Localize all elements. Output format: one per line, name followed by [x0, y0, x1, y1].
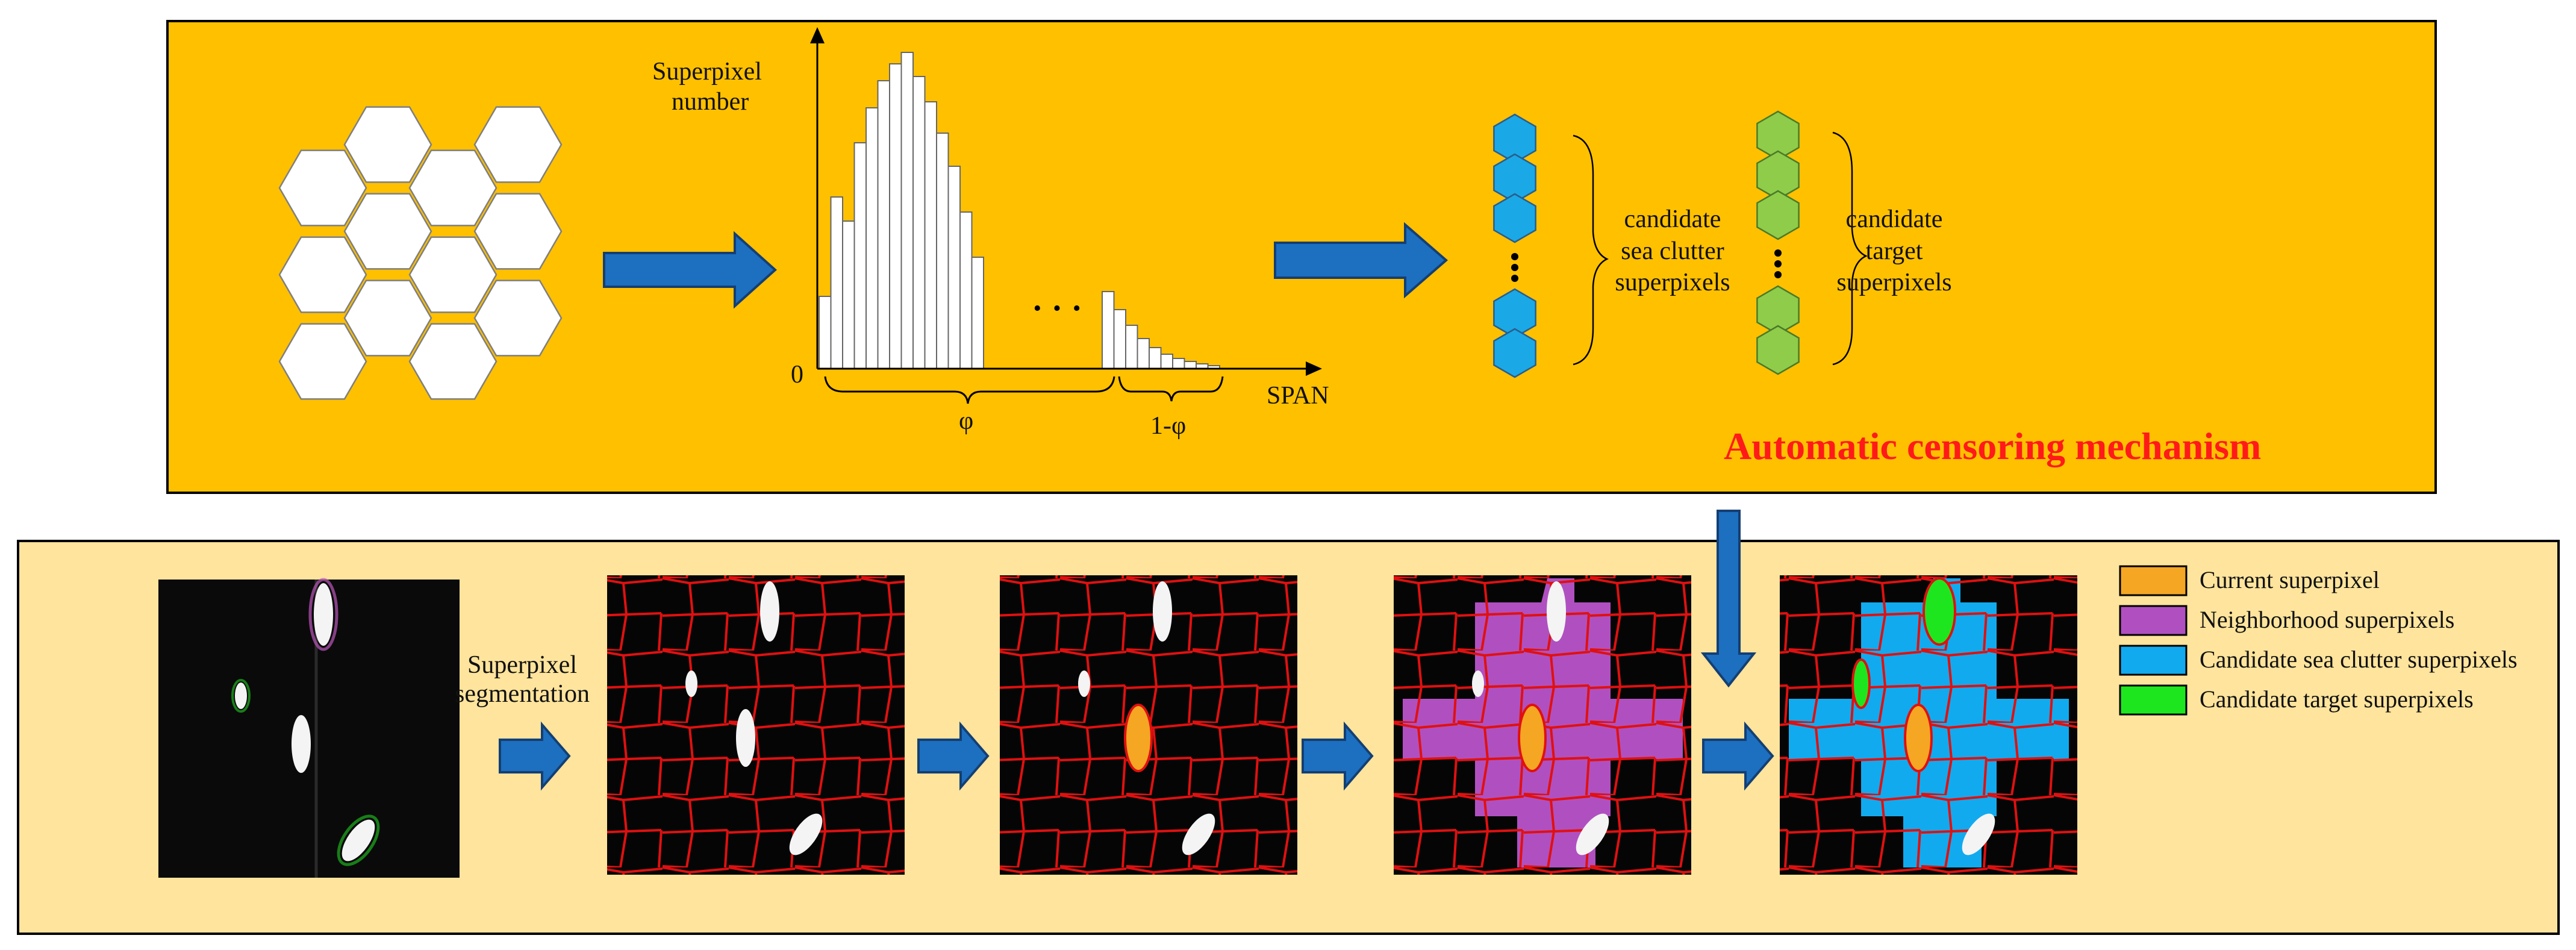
hexagon-cell — [343, 106, 432, 183]
sea-clutter-brace — [1573, 134, 1609, 366]
histogram-bar — [877, 80, 890, 369]
current-superpixel — [1124, 704, 1153, 772]
sea-clutter-dots-icon — [1511, 253, 1518, 282]
histogram-bar — [1113, 309, 1126, 369]
y-axis-label-line1: Superpixel — [652, 58, 762, 86]
legend-item: Candidate sea clutter superpixels — [2119, 645, 2518, 676]
target-dots-icon — [1774, 249, 1782, 278]
histogram-bar — [959, 211, 973, 369]
legend-label-target: Candidate target superpixels — [2200, 686, 2474, 713]
ellipsis: · · · — [1032, 290, 1082, 327]
legend-item: Candidate target superpixels — [2119, 684, 2474, 716]
histogram-bar — [853, 142, 867, 369]
hexagon-cell — [473, 193, 563, 270]
arrow-right-small — [917, 721, 990, 791]
stack-hexagon — [1493, 328, 1536, 378]
arrow-right-small — [1702, 721, 1774, 791]
stack-hexagon — [1756, 325, 1800, 375]
one-minus-phi-brace — [1118, 376, 1224, 402]
sea-clutter-label-line3: superpixels — [1615, 269, 1730, 296]
target-region — [1923, 577, 1956, 646]
sea-clutter-hex-stack — [1493, 113, 1536, 378]
legend-swatch-neighborhood — [2119, 605, 2188, 636]
sar-image — [158, 578, 460, 878]
hexagon-cell — [408, 149, 497, 227]
sea-clutter-label-line2: sea clutter — [1621, 237, 1724, 265]
legend-swatch-target — [2119, 684, 2188, 716]
target-label-line1: candidate — [1846, 205, 1943, 233]
phi-brace — [824, 376, 1115, 404]
histogram-bar — [936, 133, 949, 369]
current-superpixel — [1904, 704, 1933, 772]
small-arrows — [499, 721, 1774, 791]
hexagon-grid — [278, 106, 563, 400]
target-region — [1851, 658, 1871, 709]
arrow-down — [1700, 510, 1757, 688]
legend: Current superpixel Neighborhood superpix… — [2119, 565, 2518, 716]
histogram-bars — [819, 52, 1220, 369]
x-axis-label: SPAN — [1267, 382, 1329, 410]
stack-hexagon — [1756, 190, 1800, 240]
arrow-right-2 — [1274, 222, 1449, 299]
target-label-line3: superpixels — [1836, 269, 1951, 296]
histogram-bar — [1137, 338, 1150, 369]
histogram-bar — [819, 296, 832, 369]
histogram-bar — [830, 196, 843, 369]
hexagon-cell — [473, 106, 563, 183]
legend-label-current: Current superpixel — [2200, 566, 2380, 593]
legend-label-neighborhood: Neighborhood superpixels — [2200, 606, 2454, 633]
legend-label-sea-clutter: Candidate sea clutter superpixels — [2200, 646, 2518, 673]
histogram-bar — [1172, 358, 1185, 369]
mechanism-title: Automatic censoring mechanism — [1724, 425, 2261, 467]
histogram-bar — [947, 166, 961, 369]
stack-hexagon — [1493, 193, 1536, 243]
y-axis-label-line2: number — [672, 88, 749, 116]
legend-item: Neighborhood superpixels — [2119, 605, 2454, 636]
segmented-image-2 — [1000, 575, 1297, 875]
hexagon-cell — [278, 236, 367, 313]
histogram-bar — [1160, 354, 1173, 369]
target-label-line2: target — [1866, 237, 1923, 265]
phi-label: φ — [959, 407, 973, 435]
sea-clutter-label-line1: candidate — [1624, 205, 1721, 233]
histogram-bar — [924, 101, 937, 369]
arrow-right-1 — [603, 231, 777, 309]
origin-label: 0 — [791, 361, 803, 389]
current-superpixel — [1518, 704, 1547, 772]
segmented-image-4 — [1780, 575, 2077, 875]
histogram-bar — [971, 257, 984, 369]
y-axis-arrow-icon — [810, 27, 825, 43]
hexagon-cell — [278, 149, 367, 227]
x-axis-arrow-icon — [1306, 361, 1322, 376]
hexagon-cell — [343, 280, 432, 357]
segmentation-label-line1: Superpixel — [467, 651, 577, 679]
arrow-right-small — [499, 721, 571, 791]
target-hex-stack — [1756, 110, 1800, 375]
hexagon-cell — [408, 236, 497, 313]
histogram-bar — [1149, 347, 1162, 369]
histogram-bar — [889, 63, 902, 369]
segmented-image-1 — [607, 575, 905, 875]
segmentation-label-line2: segmentation — [455, 680, 590, 708]
segmented-image-3 — [1394, 575, 1691, 875]
histogram-bar — [1102, 291, 1115, 369]
hexagon-cell — [473, 280, 563, 357]
histogram-bar — [842, 220, 855, 369]
histogram-bar — [1184, 361, 1197, 369]
legend-item: Current superpixel — [2119, 565, 2380, 596]
arrow-right-small — [1302, 721, 1374, 791]
histogram-bar — [865, 107, 879, 369]
hexagon-cell — [278, 323, 367, 400]
hexagon-cell — [343, 193, 432, 270]
legend-swatch-sea-clutter — [2119, 645, 2188, 676]
one-minus-phi-label: 1-φ — [1150, 412, 1186, 440]
target-brace — [1832, 131, 1868, 366]
histogram-bar — [900, 52, 914, 369]
histogram-bar — [1125, 325, 1138, 369]
histogram-bar — [912, 76, 926, 369]
histogram: Superpixel number 0 SPAN · · · φ 1-φ — [652, 27, 1329, 440]
legend-swatch-current — [2119, 565, 2188, 596]
hexagon-cell — [408, 323, 497, 400]
